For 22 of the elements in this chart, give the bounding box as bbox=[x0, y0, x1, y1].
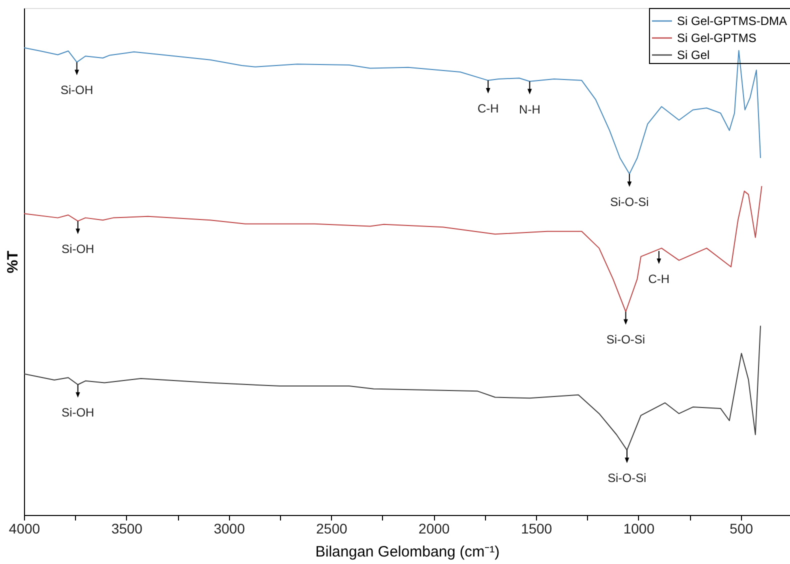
y-axis-title: %T bbox=[4, 250, 22, 274]
annotation: Si-OH bbox=[62, 406, 94, 420]
x-tick-label: 2000 bbox=[418, 520, 450, 536]
annotation: N-H bbox=[519, 102, 540, 116]
x-tick-label: 1500 bbox=[520, 520, 552, 536]
annotation: C-H bbox=[477, 101, 499, 116]
x-tick-label: 2500 bbox=[316, 520, 348, 536]
annotation: Si-O-Si bbox=[610, 194, 649, 209]
x-tick-label: 500 bbox=[730, 520, 754, 536]
annotation: C-H bbox=[648, 272, 670, 286]
x-tick-label: 3000 bbox=[214, 520, 246, 536]
legend-label: Si Gel-GPTMS-DMA bbox=[677, 14, 788, 28]
legend-label: Si Gel bbox=[677, 48, 710, 62]
annotation: Si-OH bbox=[62, 242, 94, 256]
x-axis-title: Bilangan Gelombang (cm⁻¹) bbox=[315, 544, 500, 560]
annotation: Si-O-Si bbox=[606, 332, 646, 347]
annotation: Si-O-Si bbox=[608, 471, 646, 486]
x-tick-label: 3500 bbox=[111, 520, 143, 536]
legend-label: Si Gel-GPTMS bbox=[677, 31, 756, 45]
x-tick-label: 4000 bbox=[8, 520, 40, 536]
x-tick-label: 1000 bbox=[623, 520, 655, 536]
annotation: Si-OH bbox=[60, 83, 94, 98]
